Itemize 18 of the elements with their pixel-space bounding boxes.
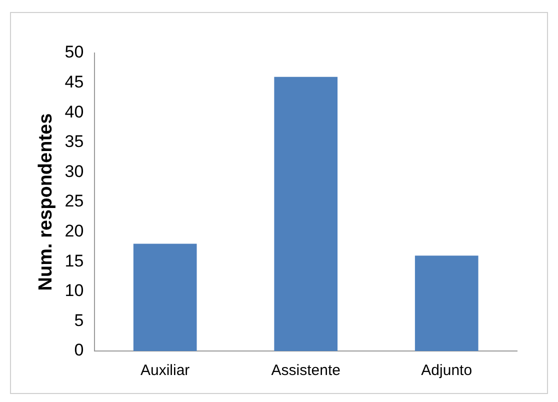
y-tick-label: 15 — [64, 251, 84, 270]
x-tick-label: Assistente — [271, 362, 340, 380]
y-tick-label: 50 — [64, 42, 84, 62]
y-tick-label: 25 — [64, 192, 84, 211]
y-axis-title: Num. respondentes — [36, 113, 57, 291]
x-tick-label: Adjunto — [421, 362, 472, 380]
y-tick-label: 45 — [64, 72, 84, 92]
y-tick-label: 10 — [64, 281, 84, 300]
y-tick-label: 0 — [74, 340, 84, 360]
y-tick-label: 40 — [64, 102, 84, 122]
x-tick-label: Auxiliar — [140, 362, 190, 380]
bar — [133, 244, 197, 351]
y-tick-label: 5 — [74, 310, 84, 330]
bar — [414, 256, 478, 351]
y-tick-label: 20 — [64, 221, 84, 240]
bar — [274, 76, 338, 351]
y-tick-label: 35 — [64, 132, 84, 152]
y-tick-label: 30 — [64, 162, 84, 181]
